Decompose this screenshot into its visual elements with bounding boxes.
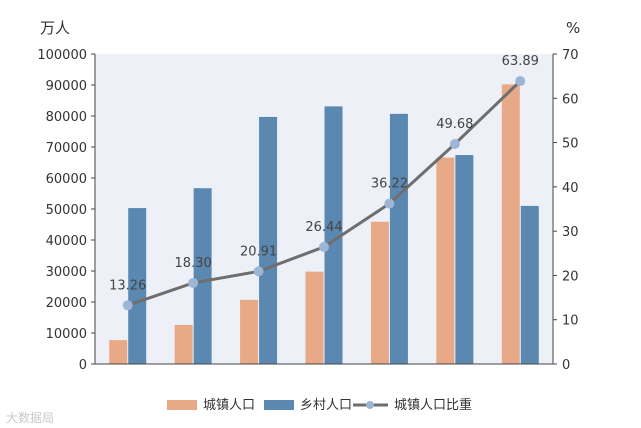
ratio-label-3: 26.44 bbox=[305, 220, 342, 235]
ratio-point-0 bbox=[122, 300, 133, 311]
right-tick-label-0: 0 bbox=[562, 358, 570, 373]
left-tick-label-1: 10000 bbox=[46, 327, 87, 342]
legend-swatch-urban bbox=[167, 400, 197, 410]
bar-urban-2 bbox=[240, 299, 259, 364]
ratio-label-4: 36.22 bbox=[371, 177, 408, 192]
left-tick-label-8: 80000 bbox=[46, 110, 87, 125]
legend-label-rural: 乡村人口 bbox=[300, 398, 352, 413]
ratio-point-1 bbox=[188, 277, 199, 288]
line-layer: 13.26 18.30 20.91 26.44 36.22 49.68 63.89 bbox=[109, 54, 539, 311]
bar-rural-3 bbox=[324, 106, 343, 364]
legend-marker-ratio bbox=[366, 401, 374, 409]
left-tick-label-9: 90000 bbox=[46, 79, 87, 94]
bar-rural-4 bbox=[389, 113, 408, 364]
left-tick-label-6: 60000 bbox=[46, 172, 87, 187]
ratio-point-4 bbox=[384, 198, 395, 209]
bar-urban-0 bbox=[109, 340, 128, 364]
ratio-point-5 bbox=[449, 138, 460, 149]
left-tick-label-5: 50000 bbox=[46, 203, 87, 218]
legend-label-urban: 城镇人口 bbox=[203, 398, 255, 413]
ratio-label-5: 49.68 bbox=[436, 117, 473, 132]
left-tick-label-0: 0 bbox=[79, 358, 87, 373]
left-axis-unit: 万人 bbox=[40, 19, 70, 37]
right-tick-label-1: 10 bbox=[562, 314, 579, 329]
ratio-point-6 bbox=[515, 76, 526, 87]
ratio-point-2 bbox=[253, 266, 264, 277]
legend-swatch-rural bbox=[264, 400, 294, 410]
bar-urban-3 bbox=[305, 271, 324, 364]
bar-rural-5 bbox=[455, 155, 474, 364]
left-tick-label-2: 20000 bbox=[46, 296, 87, 311]
ratio-label-0: 13.26 bbox=[109, 278, 146, 293]
right-tick-label-6: 60 bbox=[562, 92, 579, 107]
right-tick-label-7: 70 bbox=[562, 48, 579, 63]
bar-urban-6 bbox=[501, 84, 520, 364]
left-tick-label-3: 30000 bbox=[46, 265, 87, 280]
left-tick-label-4: 40000 bbox=[46, 234, 87, 249]
ratio-point-3 bbox=[319, 241, 329, 252]
right-tick-label-5: 50 bbox=[562, 137, 579, 152]
bar-layer bbox=[109, 84, 539, 365]
bar-rural-6 bbox=[520, 205, 539, 364]
axes-layer: 0 10000 20000 30000 40000 50000 60000 70000 8000… bbox=[37, 48, 578, 373]
right-tick-label-2: 20 bbox=[562, 269, 579, 284]
watermark: 大数据局 bbox=[6, 410, 54, 425]
bar-rural-2 bbox=[259, 116, 278, 365]
bar-rural-1 bbox=[193, 188, 212, 364]
right-axis-unit: % bbox=[566, 19, 580, 37]
plot-area bbox=[95, 54, 553, 364]
bar-urban-1 bbox=[174, 324, 193, 364]
ratio-label-6: 63.89 bbox=[502, 54, 539, 69]
right-tick-label-3: 30 bbox=[562, 225, 579, 240]
left-tick-label-7: 70000 bbox=[46, 141, 87, 156]
bar-urban-5 bbox=[436, 157, 455, 364]
bar-urban-4 bbox=[370, 221, 389, 364]
legend-label-ratio: 城镇人口比重 bbox=[394, 397, 472, 413]
ratio-label-1: 18.30 bbox=[175, 256, 212, 271]
legend: 城镇人口 乡村人口 城镇人口比重 bbox=[167, 397, 472, 413]
right-tick-label-4: 40 bbox=[562, 181, 579, 196]
ratio-label-2: 20.91 bbox=[240, 244, 277, 259]
bar-rural-0 bbox=[128, 208, 147, 364]
left-tick-label-10: 100000 bbox=[37, 48, 87, 63]
